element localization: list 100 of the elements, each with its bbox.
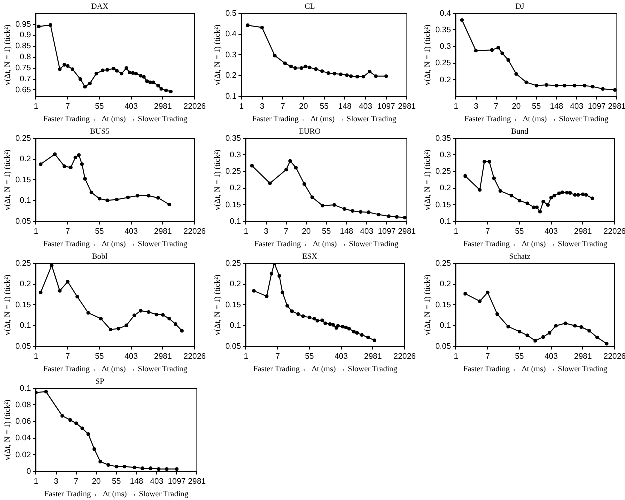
point xyxy=(544,83,548,87)
x-tick-label: 22026 xyxy=(394,352,417,361)
point xyxy=(573,84,577,88)
y-tick-label: 0.2 xyxy=(440,75,452,84)
chart-title: ESX xyxy=(302,252,318,261)
x-axis-title: Faster Trading ← Δt (ms) → Slower Trading xyxy=(464,364,608,374)
x-tick-label: 403 xyxy=(124,226,139,236)
y-tick-label: 0.15 xyxy=(226,200,242,210)
x-tick-label: 2981 xyxy=(154,352,173,361)
x-tick-label: 148 xyxy=(550,102,564,111)
x-tick-label: 7 xyxy=(66,226,71,236)
x-tick-label: 1 xyxy=(34,102,39,111)
y-tick-label: 0.25 xyxy=(436,58,452,68)
x-tick-label: 55 xyxy=(112,476,122,486)
y-tick-label: 0.2 xyxy=(440,280,452,289)
point xyxy=(554,84,558,88)
point xyxy=(349,74,354,78)
x-tick-label: 55 xyxy=(95,102,105,111)
y-tick-label: 0.7 xyxy=(20,74,32,84)
y-tick-label: 0.2 xyxy=(226,71,238,80)
y-axis-title: v(Δt, N = 1) (tick²) xyxy=(2,400,12,461)
point xyxy=(374,74,378,78)
y-axis-title: v(Δt, N = 1) (tick²) xyxy=(2,150,12,211)
x-tick-label: 7 xyxy=(74,476,80,486)
x-axis-title: Faster Trading ← Δt (ms) → Slower Trading xyxy=(44,239,188,248)
y-tick-label: 0.5 xyxy=(226,8,238,18)
point xyxy=(273,54,277,58)
point xyxy=(332,72,337,76)
y-tick-label: 0.25 xyxy=(226,167,242,176)
point xyxy=(583,84,587,88)
x-tick-label: 7 xyxy=(280,102,286,111)
y-tick-label: 0.1 xyxy=(20,384,32,393)
point xyxy=(356,75,360,79)
x-tick-label: 403 xyxy=(544,226,559,236)
x-axis-title: Faster Trading ← Δt (ms) → Slower Trading xyxy=(44,114,188,124)
y-tick-label: 0.15 xyxy=(436,300,452,310)
chart-title: Schatz xyxy=(509,252,532,261)
chart-title: CL xyxy=(304,2,316,11)
x-tick-label: 7 xyxy=(486,226,491,236)
x-tick-label: 403 xyxy=(334,352,349,361)
y-tick-label: 0.35 xyxy=(226,134,242,143)
y-tick-label: 0.75 xyxy=(16,64,32,73)
x-tick-label: 1 xyxy=(244,226,249,236)
x-tick-label: 3 xyxy=(474,102,480,111)
y-tick-label: 0.05 xyxy=(16,342,32,352)
x-tick-label: 22026 xyxy=(184,352,207,361)
chart-title: Bobl xyxy=(92,252,109,261)
y-tick-label: 0.35 xyxy=(436,25,452,34)
x-tick-label: 2981 xyxy=(398,226,417,236)
x-tick-label: 55 xyxy=(322,226,332,236)
x-tick-label: 55 xyxy=(305,352,315,361)
y-tick-label: 0.25 xyxy=(16,258,32,268)
x-tick-label: 403 xyxy=(150,476,164,486)
x-tick-label: 1 xyxy=(34,476,39,486)
y-tick-label: 0.1 xyxy=(230,321,242,330)
point xyxy=(506,58,510,62)
x-tick-label: 55 xyxy=(95,352,105,361)
y-tick-label: 0.85 xyxy=(16,42,32,51)
y-tick-label: 0.1 xyxy=(226,92,238,102)
x-tick-label: 403 xyxy=(124,352,139,361)
y-tick-label: 0.2 xyxy=(230,184,242,193)
x-tick-label: 7 xyxy=(486,352,491,361)
x-tick-label: 2981 xyxy=(398,102,417,111)
point xyxy=(326,71,330,76)
x-tick-label: 3 xyxy=(264,226,270,236)
x-tick-label: 20 xyxy=(512,102,522,111)
x-tick-label: 1097 xyxy=(168,476,186,486)
point xyxy=(591,85,595,89)
y-tick-label: 0.15 xyxy=(226,300,242,310)
y-tick-label: 0.8 xyxy=(20,52,32,62)
y-tick-label: 0.05 xyxy=(226,342,242,352)
x-tick-label: 3 xyxy=(54,476,60,486)
point xyxy=(562,84,567,88)
chart-title: EURO xyxy=(299,126,322,136)
y-tick-label: 0.08 xyxy=(16,400,32,410)
x-tick-label: 7 xyxy=(276,352,281,361)
y-tick-label: 0.15 xyxy=(436,200,452,210)
y-tick-label: 0.25 xyxy=(226,258,242,268)
x-axis-title: Faster Trading ← Δt (ms) → Slower Trading xyxy=(44,489,189,498)
y-tick-label: 0.2 xyxy=(20,280,32,289)
y-tick-label: 0.4 xyxy=(440,8,452,18)
y-axis-title: v(Δt, N = 1) (tick²) xyxy=(422,24,432,86)
y-axis-title: v(Δt, N = 1) (tick²) xyxy=(212,24,222,86)
y-tick-label: 0.3 xyxy=(440,42,452,52)
x-tick-label: 1 xyxy=(454,352,459,361)
x-tick-label: 403 xyxy=(360,226,374,236)
x-axis-title: Faster Trading ← Δt (ms) → Slower Trading xyxy=(252,114,396,124)
x-axis-title: Faster Trading ← Δt (ms) → Slower Trading xyxy=(464,239,608,248)
x-tick-label: 1 xyxy=(34,226,39,236)
point xyxy=(308,66,312,70)
x-tick-label: 2981 xyxy=(574,226,593,236)
y-tick-label: 0.2 xyxy=(440,184,452,193)
y-tick-label: 0.3 xyxy=(230,150,242,160)
y-tick-label: 0.3 xyxy=(226,50,238,60)
point xyxy=(534,84,539,88)
x-tick-label: 55 xyxy=(95,226,105,236)
x-tick-label: 55 xyxy=(532,102,542,111)
y-tick-label: 0.05 xyxy=(16,217,32,226)
y-axis-title: v(Δt, N = 1) (tick²) xyxy=(422,150,432,211)
point xyxy=(460,18,464,22)
